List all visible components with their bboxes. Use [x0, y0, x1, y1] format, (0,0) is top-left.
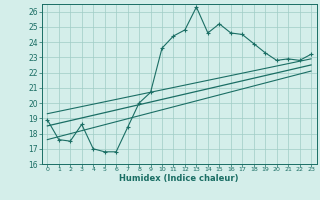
X-axis label: Humidex (Indice chaleur): Humidex (Indice chaleur)	[119, 174, 239, 183]
